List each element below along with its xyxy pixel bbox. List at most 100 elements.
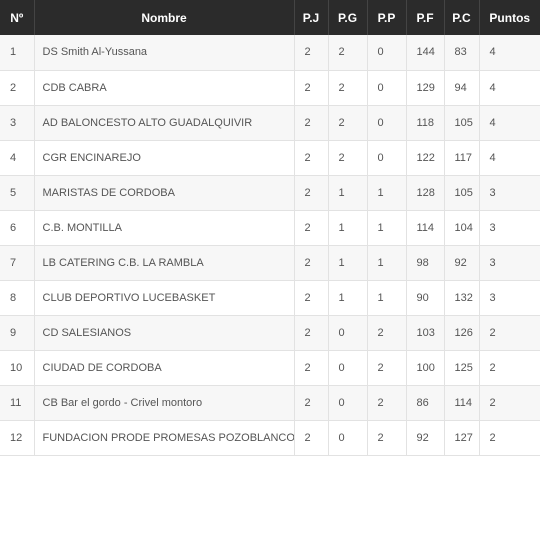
cell-points-against: 94 — [444, 70, 480, 106]
cell-lost: 0 — [367, 35, 407, 71]
cell-points: 2 — [479, 315, 540, 351]
cell-position: 5 — [0, 175, 35, 211]
cell-position: 12 — [0, 420, 35, 456]
cell-points-against: 83 — [444, 35, 480, 71]
cell-position: 1 — [0, 35, 35, 71]
cell-position: 8 — [0, 280, 35, 316]
cell-points-against: 117 — [444, 140, 480, 176]
cell-points-for: 90 — [406, 280, 445, 316]
header-row: Nº Nombre P.J P.G P.P P.F P.C Puntos — [0, 0, 540, 35]
table-row: 6 C.B. MONTILLA 2 1 1 114 104 3 — [0, 210, 540, 246]
header-lost[interactable]: P.P — [367, 0, 407, 35]
cell-points: 4 — [479, 140, 540, 176]
cell-played: 2 — [294, 315, 329, 351]
cell-lost: 0 — [367, 140, 407, 176]
cell-won: 2 — [328, 35, 368, 71]
header-won[interactable]: P.G — [328, 0, 368, 35]
cell-won: 0 — [328, 420, 368, 456]
header-points[interactable]: Puntos — [489, 10, 531, 25]
cell-played: 2 — [294, 280, 329, 316]
cell-points-against: 132 — [444, 280, 480, 316]
cell-played: 2 — [294, 175, 329, 211]
cell-points-against: 105 — [444, 175, 480, 211]
cell-won: 1 — [328, 245, 368, 281]
cell-position: 10 — [0, 350, 35, 386]
header-name[interactable]: Nombre — [34, 0, 295, 35]
cell-won: 2 — [328, 105, 368, 141]
cell-played: 2 — [294, 140, 329, 176]
table-row: 12 FUNDACION PRODE PROMESAS POZOBLANCO 2 0 2… — [0, 420, 540, 456]
table-row: 8 CLUB DEPORTIVO LUCEBASKET 2 1 1 90 132 3 — [0, 280, 540, 316]
table-row: 2 CDB CABRA 2 2 0 129 94 4 — [0, 70, 540, 106]
header-points-for[interactable]: P.F — [406, 0, 445, 35]
table-row: 9 CD SALESIANOS 2 0 2 103 126 2 — [0, 315, 540, 351]
cell-team-name: CD SALESIANOS — [34, 315, 295, 351]
cell-points: 4 — [479, 35, 540, 71]
cell-points-for: 129 — [406, 70, 445, 106]
cell-points: 4 — [479, 105, 540, 141]
cell-lost: 0 — [367, 70, 407, 106]
cell-position: 7 — [0, 245, 35, 281]
cell-lost: 2 — [367, 315, 407, 351]
cell-played: 2 — [294, 385, 329, 421]
table-row: 3 AD BALONCESTO ALTO GUADALQUIVIR 2 2 0 118 10… — [0, 105, 540, 141]
cell-lost: 0 — [367, 105, 407, 141]
cell-points-against: 127 — [444, 420, 480, 456]
cell-team-name: AD BALONCESTO ALTO GUADALQUIVIR — [34, 105, 295, 141]
cell-points-for: 114 — [406, 210, 445, 246]
cell-won: 1 — [328, 175, 368, 211]
table-row: 1 DS Smith Al-Yussana 2 2 0 144 83 4 — [0, 35, 540, 71]
cell-lost: 2 — [367, 385, 407, 421]
cell-points-against: 114 — [444, 385, 480, 421]
header-position[interactable]: Nº — [0, 0, 35, 35]
cell-lost: 1 — [367, 210, 407, 246]
cell-lost: 1 — [367, 280, 407, 316]
cell-played: 2 — [294, 350, 329, 386]
cell-points-for: 103 — [406, 315, 445, 351]
table-row: 10 CIUDAD DE CORDOBA 2 0 2 100 125 2 — [0, 350, 540, 386]
cell-lost: 2 — [367, 420, 407, 456]
cell-team-name: CIUDAD DE CORDOBA — [34, 350, 295, 386]
cell-points: 3 — [479, 245, 540, 281]
header-points-against[interactable]: P.C — [444, 0, 480, 35]
cell-team-name: DS Smith Al-Yussana — [34, 35, 295, 71]
cell-played: 2 — [294, 420, 329, 456]
cell-team-name: CDB CABRA — [34, 70, 295, 106]
cell-won: 0 — [328, 350, 368, 386]
cell-won: 2 — [328, 140, 368, 176]
cell-points-for: 98 — [406, 245, 445, 281]
cell-points: 4 — [479, 70, 540, 106]
cell-position: 9 — [0, 315, 35, 351]
cell-points: 2 — [479, 350, 540, 386]
cell-points-against: 126 — [444, 315, 480, 351]
cell-played: 2 — [294, 35, 329, 71]
cell-lost: 1 — [367, 245, 407, 281]
cell-team-name: CGR ENCINAREJO — [34, 140, 295, 176]
cell-lost: 1 — [367, 175, 407, 211]
cell-points-against: 92 — [444, 245, 480, 281]
cell-team-name: LB CATERING C.B. LA RAMBLA — [34, 245, 295, 281]
standings-table: Nº Nombre P.J P.G P.P P.F P.C Puntos 1 DS… — [0, 0, 540, 456]
cell-points-for: 86 — [406, 385, 445, 421]
cell-points-against: 125 — [444, 350, 480, 386]
cell-team-name: CLUB DEPORTIVO LUCEBASKET — [34, 280, 295, 316]
table-row: 11 CB Bar el gordo - Crivel montoro 2 0 2 86 1… — [0, 385, 540, 421]
table-row: 5 MARISTAS DE CORDOBA 2 1 1 128 105 3 — [0, 175, 540, 211]
cell-won: 0 — [328, 315, 368, 351]
cell-points: 3 — [479, 280, 540, 316]
cell-points-for: 122 — [406, 140, 445, 176]
cell-points-for: 144 — [406, 35, 445, 71]
cell-points: 3 — [479, 175, 540, 211]
cell-points-for: 128 — [406, 175, 445, 211]
cell-played: 2 — [294, 245, 329, 281]
cell-position: 6 — [0, 210, 35, 246]
header-played[interactable]: P.J — [294, 0, 329, 35]
cell-won: 0 — [328, 385, 368, 421]
cell-won: 1 — [328, 280, 368, 316]
table-row: 7 LB CATERING C.B. LA RAMBLA 2 1 1 98 92 3 — [0, 245, 540, 281]
cell-team-name: CB Bar el gordo - Crivel montoro — [34, 385, 295, 421]
cell-lost: 2 — [367, 350, 407, 386]
cell-team-name: MARISTAS DE CORDOBA — [34, 175, 295, 211]
cell-team-name: FUNDACION PRODE PROMESAS POZOBLANCO — [34, 420, 295, 456]
cell-points: 2 — [479, 420, 540, 456]
